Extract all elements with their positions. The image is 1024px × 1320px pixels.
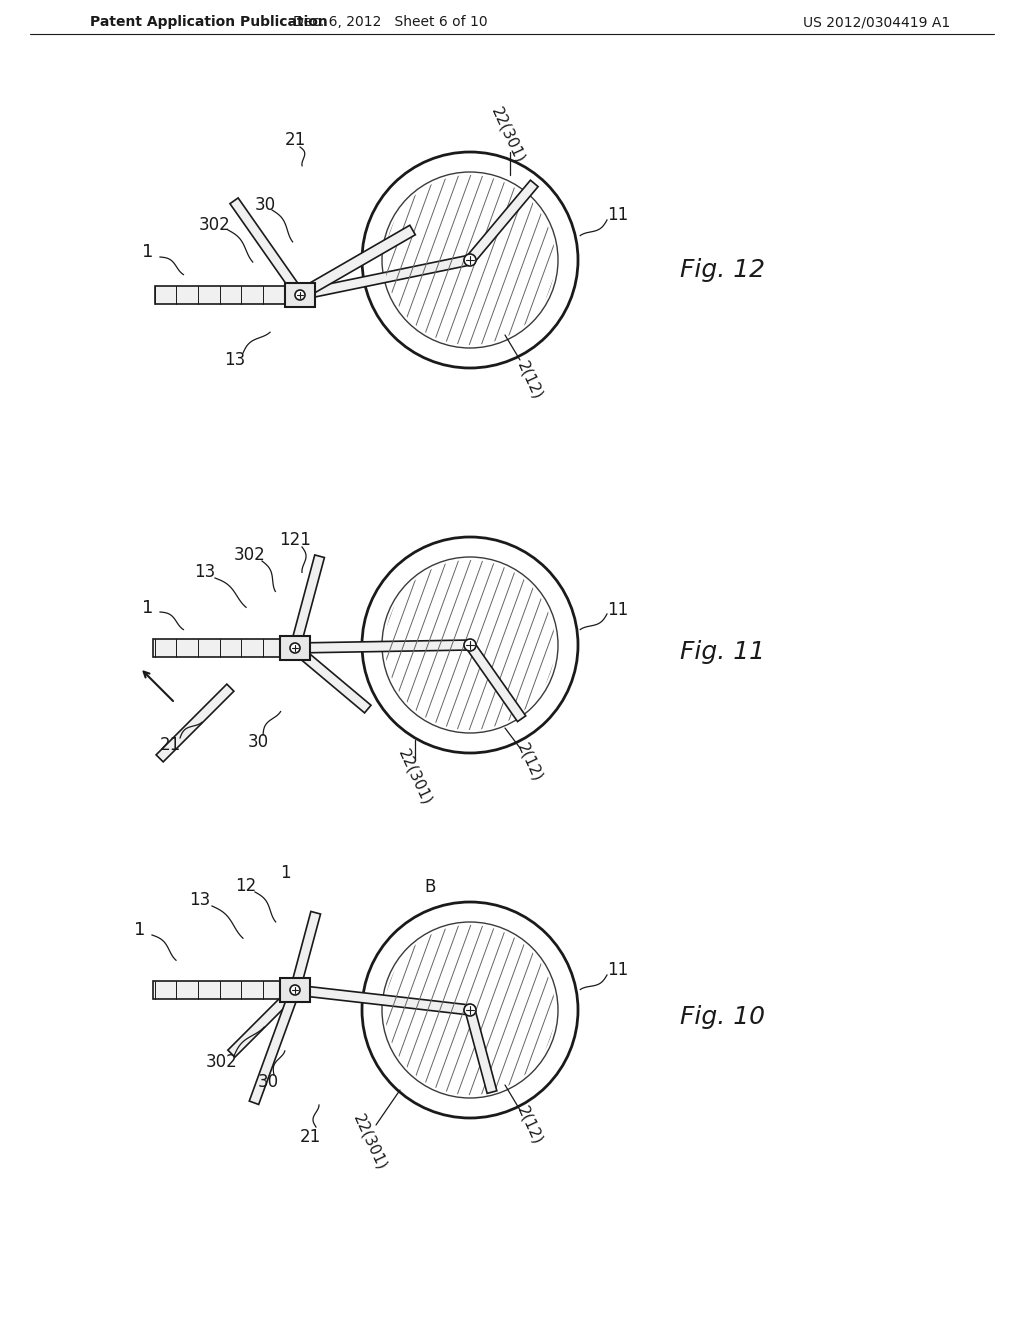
Polygon shape: [285, 282, 315, 308]
Polygon shape: [466, 181, 538, 263]
Text: Fig. 12: Fig. 12: [680, 257, 765, 282]
Circle shape: [464, 253, 476, 267]
Polygon shape: [297, 226, 416, 300]
Polygon shape: [153, 981, 283, 999]
Text: 1: 1: [134, 921, 145, 939]
Polygon shape: [227, 986, 299, 1057]
Text: US 2012/0304419 A1: US 2012/0304419 A1: [803, 15, 950, 29]
Polygon shape: [465, 1008, 497, 1093]
Text: 13: 13: [189, 891, 211, 909]
Circle shape: [362, 902, 578, 1118]
Circle shape: [464, 1005, 476, 1016]
Polygon shape: [295, 640, 470, 653]
Polygon shape: [295, 985, 471, 1015]
Polygon shape: [290, 554, 325, 649]
Polygon shape: [292, 644, 371, 713]
Text: 30: 30: [254, 195, 275, 214]
Polygon shape: [153, 639, 283, 657]
Text: 121: 121: [280, 531, 311, 549]
Text: 11: 11: [607, 601, 629, 619]
Text: 22(301): 22(301): [488, 104, 527, 165]
Polygon shape: [299, 255, 471, 300]
Text: 30: 30: [257, 1073, 279, 1092]
Circle shape: [362, 537, 578, 752]
Circle shape: [290, 985, 300, 995]
Text: 11: 11: [607, 206, 629, 224]
Text: B: B: [424, 878, 435, 896]
Text: 21: 21: [160, 737, 180, 754]
Text: Dec. 6, 2012   Sheet 6 of 10: Dec. 6, 2012 Sheet 6 of 10: [293, 15, 487, 29]
Text: 2(12): 2(12): [515, 1104, 546, 1147]
Text: 302: 302: [206, 1053, 238, 1071]
Text: 21: 21: [299, 1129, 321, 1146]
Text: 1: 1: [142, 599, 154, 616]
Text: 12: 12: [236, 876, 257, 895]
Text: 22(301): 22(301): [395, 747, 434, 808]
Polygon shape: [280, 978, 310, 1002]
Polygon shape: [156, 684, 233, 762]
Text: 1: 1: [280, 865, 291, 882]
Text: 302: 302: [199, 216, 230, 234]
Circle shape: [382, 172, 558, 348]
Text: 2(12): 2(12): [515, 359, 546, 401]
Text: 22(301): 22(301): [350, 1111, 389, 1172]
Text: Fig. 11: Fig. 11: [680, 640, 765, 664]
Polygon shape: [230, 198, 304, 298]
Circle shape: [382, 921, 558, 1098]
Polygon shape: [290, 911, 321, 991]
Text: 30: 30: [248, 733, 268, 751]
Circle shape: [382, 557, 558, 733]
Text: 1: 1: [142, 243, 154, 261]
Polygon shape: [280, 636, 310, 660]
Text: 13: 13: [224, 351, 246, 370]
Text: 302: 302: [234, 546, 266, 564]
Text: Fig. 10: Fig. 10: [680, 1005, 765, 1030]
Circle shape: [290, 643, 300, 653]
Polygon shape: [466, 642, 525, 722]
Polygon shape: [155, 286, 285, 304]
Text: 11: 11: [607, 961, 629, 979]
Circle shape: [464, 639, 476, 651]
Polygon shape: [249, 989, 300, 1105]
Circle shape: [362, 152, 578, 368]
Text: 13: 13: [195, 564, 216, 581]
Text: 21: 21: [285, 131, 305, 149]
Text: 2(12): 2(12): [515, 741, 546, 784]
Circle shape: [295, 290, 305, 300]
Text: Patent Application Publication: Patent Application Publication: [90, 15, 328, 29]
